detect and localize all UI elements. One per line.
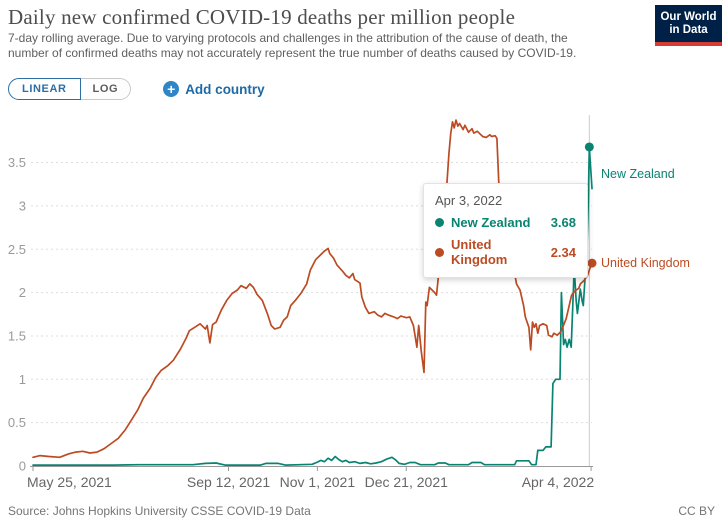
add-country-label: Add country bbox=[185, 81, 265, 97]
series-line-new-zealand[interactable] bbox=[32, 146, 593, 466]
owid-logo: Our World in Data bbox=[655, 5, 722, 46]
tooltip-date: Apr 3, 2022 bbox=[435, 193, 503, 208]
plus-icon: + bbox=[163, 81, 180, 97]
chart-subtitle: 7-day rolling average. Due to varying pr… bbox=[8, 31, 628, 60]
x-axis-tick-label: Apr 4, 2022 bbox=[522, 474, 595, 490]
chart-controls: LINEAR LOG + Add country bbox=[8, 78, 265, 100]
license-badge[interactable]: CC BY bbox=[678, 504, 715, 518]
y-axis-tick-label: 2 bbox=[19, 285, 26, 300]
source-note: Source: Johns Hopkins University CSSE CO… bbox=[8, 504, 311, 518]
tooltip-label: New Zealand bbox=[451, 215, 531, 230]
tooltip: Apr 3, 2022 New Zealand 3.68 United King… bbox=[423, 183, 588, 278]
series-end-label-new-zealand: New Zealand bbox=[601, 167, 675, 181]
new-zealand-dot-icon bbox=[435, 218, 444, 227]
y-axis-tick-label: 1 bbox=[19, 372, 26, 387]
x-axis-tick-label: Nov 1, 2021 bbox=[280, 474, 356, 490]
tooltip-value: 2.34 bbox=[550, 244, 576, 260]
y-axis-tick-label: 3.5 bbox=[8, 155, 26, 170]
scale-toggle: LINEAR LOG bbox=[8, 78, 132, 100]
y-axis-tick-label: 1.5 bbox=[8, 328, 26, 343]
tooltip-label: United Kingdom bbox=[451, 237, 508, 267]
tooltip-value: 3.68 bbox=[550, 215, 576, 230]
subtitle-line-1: 7-day rolling average. Due to varying pr… bbox=[8, 31, 568, 45]
tooltip-row-new-zealand: New Zealand 3.68 bbox=[435, 215, 576, 230]
x-axis-tick-label: Sep 12, 2021 bbox=[187, 474, 271, 490]
linear-scale-button[interactable]: LINEAR bbox=[8, 78, 81, 100]
united-kingdom-dot-icon bbox=[435, 247, 444, 257]
logo-line-2: in Data bbox=[669, 23, 708, 36]
subtitle-line-2: number of confirmed deaths may not accur… bbox=[8, 45, 577, 60]
series-end-label-united-kingdom: United Kingdom bbox=[601, 256, 690, 270]
logo-line-1: Our World bbox=[660, 10, 717, 23]
series-marker-united-kingdom[interactable] bbox=[587, 258, 597, 268]
x-axis-tick-label: Dec 21, 2021 bbox=[365, 474, 448, 490]
series-marker-new-zealand[interactable] bbox=[584, 142, 594, 152]
chart-footer: Source: Johns Hopkins University CSSE CO… bbox=[8, 504, 715, 518]
log-scale-button[interactable]: LOG bbox=[80, 78, 132, 100]
tooltip-row-united-kingdom: United Kingdom 2.34 bbox=[435, 237, 576, 267]
add-country-button[interactable]: + Add country bbox=[163, 81, 265, 97]
series-line-united-kingdom[interactable] bbox=[32, 119, 593, 459]
y-axis-tick-label: 3 bbox=[19, 198, 26, 213]
y-axis-tick-label: 2.5 bbox=[8, 242, 26, 257]
x-axis-tick-label: May 25, 2021 bbox=[27, 474, 112, 490]
y-axis-tick-label: 0 bbox=[19, 459, 26, 474]
y-axis-tick-label: 0.5 bbox=[8, 415, 26, 430]
page-title: Daily new confirmed COVID-19 deaths per … bbox=[8, 5, 516, 29]
